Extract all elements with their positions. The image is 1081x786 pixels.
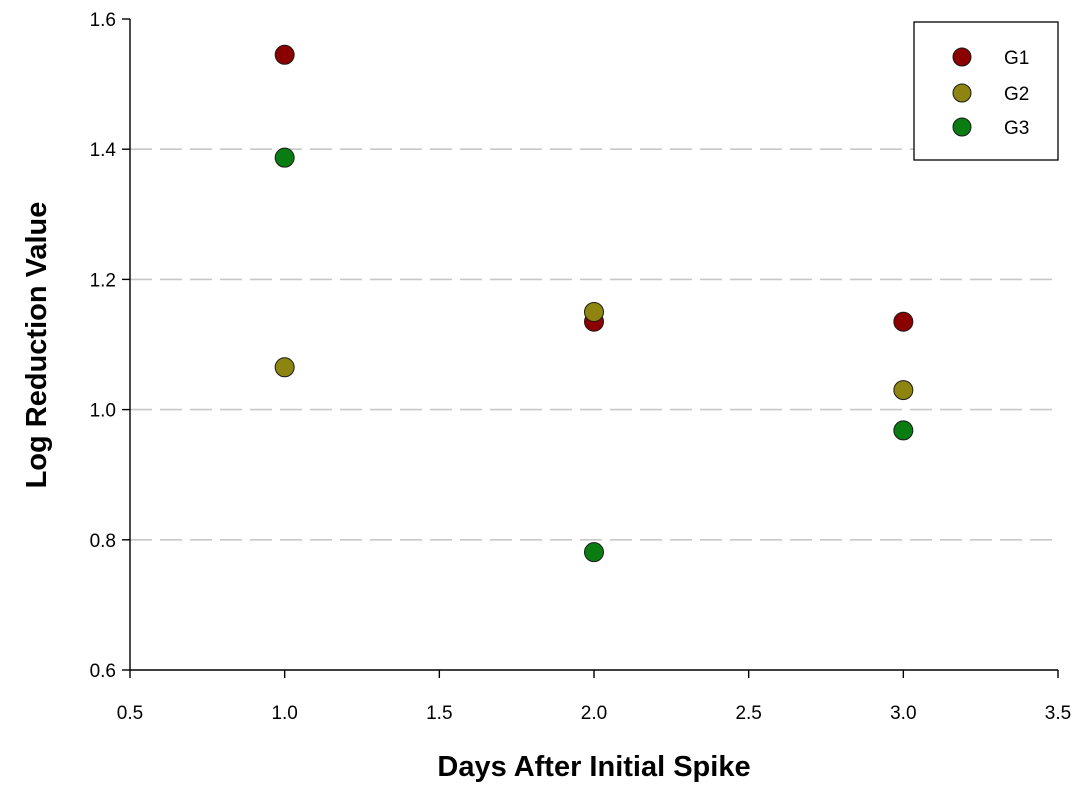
- legend-label-g3: G3: [1004, 118, 1029, 139]
- y-tick-label-5: 1.6: [90, 10, 116, 31]
- point-g3-2: [893, 420, 914, 441]
- legend-marker-g3: [952, 117, 972, 137]
- point-g2-1: [584, 301, 604, 322]
- y-tick-label-2: 1.0: [90, 401, 116, 422]
- point-g3-1: [584, 542, 604, 563]
- legend-item-g1: G1: [952, 47, 1029, 69]
- y-axis-title: Log Reduction Value: [21, 202, 53, 489]
- legend-label-g1: G1: [1004, 48, 1029, 69]
- point-g1-2: [893, 311, 914, 332]
- x-tick-label-5: 3.0: [890, 703, 916, 724]
- x-tick-label-6: 3.5: [1045, 703, 1071, 724]
- legend-item-g2: G2: [952, 83, 1029, 105]
- point-g2-2: [893, 380, 914, 401]
- gridlines: [130, 148, 1058, 541]
- x-axis-title: Days After Initial Spike: [437, 751, 750, 783]
- point-g3-0: [274, 147, 295, 168]
- y-tick-label-3: 1.2: [90, 270, 116, 291]
- x-tick-label-1: 1.0: [271, 703, 297, 724]
- legend-box: [913, 21, 1059, 161]
- y-tick-label-4: 1.4: [90, 140, 117, 161]
- data-points: [274, 44, 914, 563]
- point-g1-0: [274, 44, 295, 65]
- x-tick-label-3: 2.0: [581, 703, 607, 724]
- y-tick-label-1: 0.8: [90, 531, 116, 552]
- x-tick-label-0: 0.5: [117, 703, 143, 724]
- x-tick-label-2: 1.5: [426, 703, 452, 724]
- legend-marker-g1: [952, 47, 972, 67]
- point-g2-0: [274, 357, 295, 378]
- legend-label-g2: G2: [1004, 84, 1029, 105]
- legend-item-g3: G3: [952, 117, 1029, 139]
- legend: G1 G2 G3: [913, 21, 1059, 161]
- legend-marker-g2: [952, 83, 972, 103]
- x-tick-label-4: 2.5: [735, 703, 761, 724]
- y-tick-label-0: 0.6: [90, 661, 116, 682]
- ticks: 0.6 0.8 1.0 1.2 1.4 1.6 0.5 1.0 1.5 2.0 2.5 3.0 3.5: [90, 10, 1072, 724]
